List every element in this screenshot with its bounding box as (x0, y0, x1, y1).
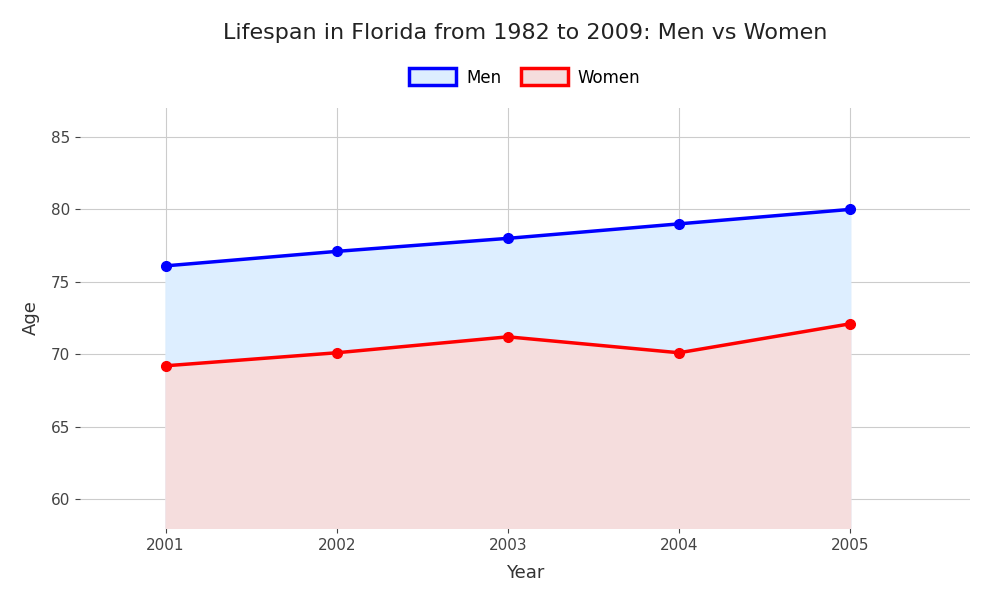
X-axis label: Year: Year (506, 564, 544, 582)
Y-axis label: Age: Age (22, 301, 40, 335)
Title: Lifespan in Florida from 1982 to 2009: Men vs Women: Lifespan in Florida from 1982 to 2009: M… (223, 23, 827, 43)
Legend: Men, Women: Men, Women (403, 62, 647, 93)
